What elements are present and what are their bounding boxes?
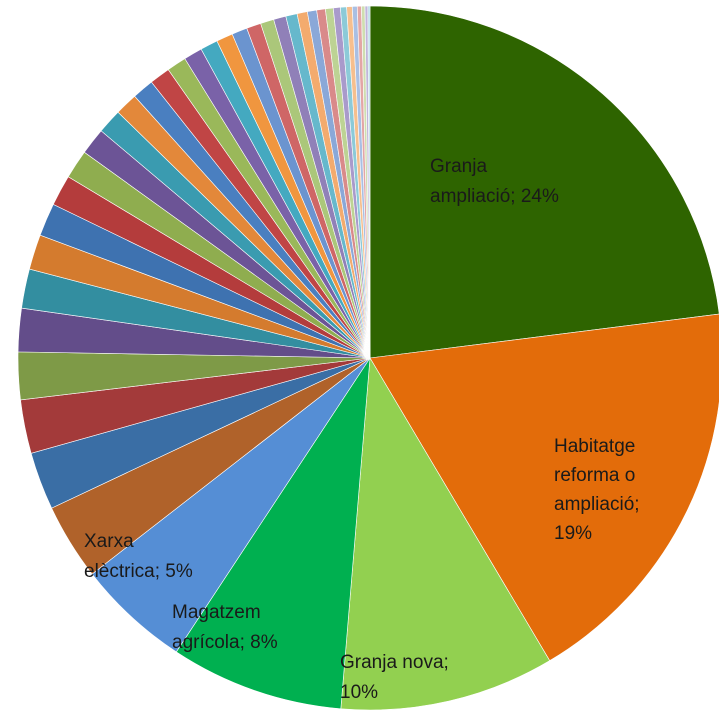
- pie-slice-1: [369, 313, 719, 662]
- slice-label-line: Habitatge: [554, 436, 635, 457]
- slice-label-1: Habitatge reforma o ampliació; 19%: [554, 436, 640, 544]
- slice-label-2: Granja nova; 10%: [340, 652, 449, 703]
- slice-label-line: ampliació; 24%: [430, 186, 559, 207]
- slice-label-line: reforma o: [554, 465, 635, 486]
- slice-label-4: Xarxa elèctrica; 5%: [84, 531, 193, 582]
- slice-label-line: 10%: [340, 682, 378, 703]
- slice-label-line: agrícola; 8%: [172, 632, 278, 653]
- slice-label-line: elèctrica; 5%: [84, 561, 193, 582]
- slice-label-line: Xarxa: [84, 531, 134, 552]
- slice-label-line: Magatzem: [172, 602, 261, 623]
- pie-slices: [17, 5, 719, 711]
- pie-labels: Granja ampliació; 24% Habitatge reforma o am…: [84, 156, 640, 703]
- slice-label-0: Granja ampliació; 24%: [430, 156, 559, 207]
- slice-label-line: Granja nova;: [340, 652, 449, 673]
- pie-slice-40: [367, 5, 371, 359]
- pie-slice-3: [175, 357, 371, 710]
- slice-label-line: Granja: [430, 156, 487, 177]
- slice-label-3: Magatzem agrícola; 8%: [172, 602, 278, 653]
- pie-slice-2: [340, 357, 551, 711]
- slice-label-line: 19%: [554, 523, 592, 544]
- slice-label-line: ampliació;: [554, 494, 640, 515]
- pie-slice-0: [369, 5, 719, 359]
